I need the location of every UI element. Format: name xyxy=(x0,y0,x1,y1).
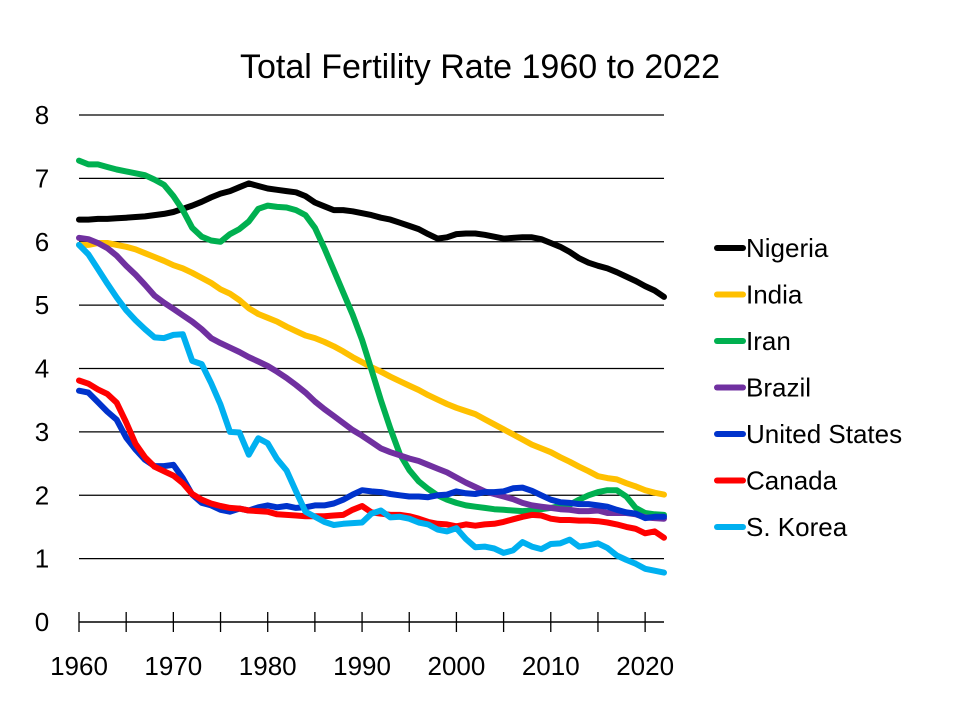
legend-label: Iran xyxy=(746,326,791,356)
y-tick-label: 5 xyxy=(35,290,49,320)
x-tick-label: 1980 xyxy=(239,651,297,681)
legend-label: United States xyxy=(746,419,902,449)
legend-item: Canada xyxy=(714,466,838,496)
y-tick-label: 0 xyxy=(35,607,49,637)
y-tick-label: 2 xyxy=(35,480,49,510)
gridlines xyxy=(79,114,664,560)
y-tick-label: 4 xyxy=(35,354,49,384)
legend-item: S. Korea xyxy=(714,512,848,542)
y-tick-label: 1 xyxy=(35,544,49,574)
x-tick-labels: 1960 1970 1980 1990 2000 2010 2020 xyxy=(50,651,674,681)
series-line-nigeria xyxy=(76,180,667,300)
y-tick-labels: 0 1 2 3 4 5 6 7 8 xyxy=(35,100,49,637)
x-tick-label: 1970 xyxy=(144,651,202,681)
series-lines xyxy=(76,157,667,576)
y-tick-label: 8 xyxy=(35,100,49,130)
series-line-united-states xyxy=(76,387,667,522)
y-tick-label: 7 xyxy=(35,163,49,193)
x-axis xyxy=(78,612,664,632)
legend-item: United States xyxy=(714,419,902,449)
series-line-s-korea xyxy=(76,241,667,576)
x-tick-label: 2020 xyxy=(616,651,674,681)
legend-label: Nigeria xyxy=(746,233,829,263)
legend-item: Iran xyxy=(714,326,791,356)
legend-item: India xyxy=(714,280,803,310)
legend: Nigeria India Iran Brazil United States Canad… xyxy=(714,233,902,542)
series-line-brazil xyxy=(76,234,667,522)
legend-label: India xyxy=(746,280,803,310)
legend-label: Brazil xyxy=(746,373,811,403)
legend-item: Brazil xyxy=(714,373,811,403)
x-tick-label: 2000 xyxy=(427,651,485,681)
y-tick-label: 6 xyxy=(35,227,49,257)
y-tick-label: 3 xyxy=(35,417,49,447)
chart-title: Total Fertility Rate 1960 to 2022 xyxy=(240,48,720,86)
legend-item: Nigeria xyxy=(714,233,829,263)
x-tick-label: 1990 xyxy=(333,651,391,681)
legend-label: S. Korea xyxy=(746,512,848,542)
x-tick-label: 2010 xyxy=(522,651,580,681)
x-tick-label: 1960 xyxy=(50,651,108,681)
legend-label: Canada xyxy=(746,466,838,496)
